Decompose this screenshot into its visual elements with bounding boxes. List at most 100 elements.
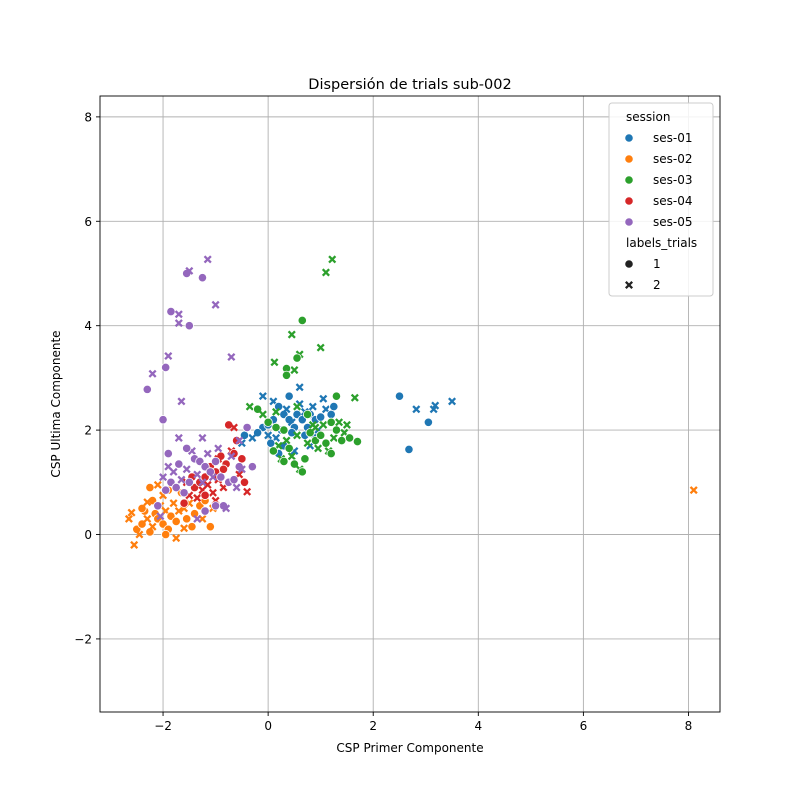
data-point [148,369,157,378]
data-point [159,473,168,482]
data-point [208,488,217,497]
data-point [179,498,189,508]
data-point [174,459,184,469]
data-point [232,483,241,492]
legend-marker [624,133,634,143]
data-point [239,477,250,487]
data-point [337,435,347,446]
data-point [137,503,147,514]
data-point [329,433,338,442]
data-point [198,433,207,442]
data-point [210,456,221,467]
data-point [352,436,363,447]
data-point [302,409,313,420]
data-point [284,443,294,453]
data-point [311,423,320,432]
data-point [293,431,302,440]
data-point [200,490,210,500]
y-tick-label: 2 [84,424,92,438]
x-tick-label: 8 [685,719,693,733]
legend-entry-label-1: 1 [653,257,661,271]
data-point [174,433,183,442]
legend-entry-ses-05: ses-05 [653,215,693,229]
data-point [344,433,355,443]
data-point [331,391,342,401]
data-point [328,255,337,264]
data-point [145,482,155,493]
data-point [331,425,342,435]
data-point [404,444,414,455]
data-point [270,358,279,367]
data-point [326,448,336,459]
y-tick-label: 8 [84,110,92,124]
data-point [203,480,212,489]
data-point [161,529,171,540]
data-point [321,268,330,277]
data-point [197,273,208,283]
data-point [229,475,239,485]
data-point [193,493,202,502]
data-point [287,452,296,461]
y-tick-label: 6 [84,215,92,229]
legend-box [608,102,714,297]
data-point [229,423,238,432]
data-point [198,478,207,487]
data-point [319,394,328,403]
data-point [448,397,457,406]
data-point [321,438,331,448]
data-point [148,522,157,531]
data-point [342,420,351,429]
data-point [163,448,173,459]
data-point [216,472,226,482]
data-point [329,402,339,412]
data-point [258,392,267,401]
data-point [214,444,223,453]
legend-entry-ses-01: ses-01 [653,131,693,145]
points-layer [124,255,698,549]
data-point [423,417,433,427]
data-point [290,366,299,375]
data-point [314,444,323,453]
data-point [205,522,215,532]
data-point [264,431,273,440]
legend-marker [624,175,634,185]
legend-hue-title: session [626,110,670,124]
data-point [247,462,257,472]
data-point [237,454,247,464]
data-point [237,465,246,474]
ticks-layer: −2 0 2 4 6 8 −2 0 2 4 6 8 [74,110,692,733]
data-point [171,516,181,527]
data-point [164,351,173,360]
data-point [200,506,210,516]
data-point [222,504,231,513]
data-point [169,467,178,476]
x-tick-label: 0 [264,719,272,733]
data-point [235,436,244,445]
data-point [316,430,326,440]
data-point [177,475,186,484]
x-tick-label: 2 [369,719,377,733]
data-point [158,415,168,425]
legend-style-title: labels_trials [626,236,697,250]
x-axis-label: CSP Primer Componente [336,741,483,755]
data-point [171,482,181,493]
data-point [227,452,236,461]
x-tick-label: −2 [154,719,172,733]
plot-frame [99,95,721,713]
data-point [143,498,152,507]
data-point [689,486,698,495]
data-point [316,412,326,422]
data-point [297,315,307,326]
data-point [248,433,257,442]
data-point [130,540,139,549]
data-point [263,417,273,427]
y-tick-label: 0 [84,528,92,542]
legend-marker [624,217,634,227]
data-point [203,449,212,458]
data-point [279,425,289,435]
data-point [153,480,162,489]
data-point [166,306,176,317]
data-point [161,362,171,373]
legend-entry-label-2: 2 [653,278,661,292]
